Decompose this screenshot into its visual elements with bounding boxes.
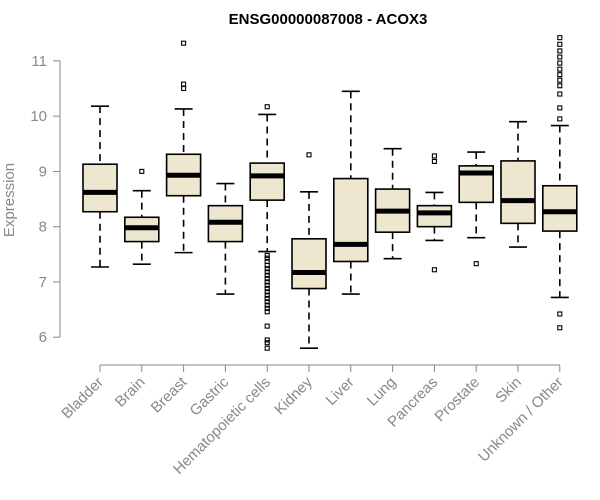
outlier-point xyxy=(431,153,437,159)
outlier-point xyxy=(264,272,270,278)
outlier-point xyxy=(264,340,270,346)
x-tick-label: Lung xyxy=(364,374,400,410)
outlier-point xyxy=(264,262,270,268)
iqr-box xyxy=(332,177,369,263)
outlier-point xyxy=(431,158,437,164)
y-axis: 6 7 8 9 10 11 xyxy=(30,53,61,346)
y-tick-label: 6 xyxy=(39,329,47,346)
iqr-box xyxy=(416,204,453,228)
outlier-point xyxy=(264,323,270,329)
x-tick-label: Bladder xyxy=(58,374,107,423)
outlier-point xyxy=(181,81,187,87)
iqr-box xyxy=(500,160,536,225)
iqr-box xyxy=(291,238,327,290)
x-tick-label: Breast xyxy=(148,373,191,416)
box-brain xyxy=(124,168,160,266)
boxes-group xyxy=(82,35,578,351)
y-tick-label: 9 xyxy=(39,163,47,180)
outlier-point xyxy=(557,54,563,60)
outlier-point xyxy=(139,168,145,174)
outlier-point xyxy=(264,337,270,343)
outlier-point xyxy=(557,41,563,47)
outlier-point xyxy=(557,311,563,317)
box-unknown-other xyxy=(541,35,578,331)
outlier-point xyxy=(557,325,563,331)
outlier-point xyxy=(557,105,563,111)
outlier-point xyxy=(557,77,563,83)
box-liver xyxy=(332,90,369,295)
y-tick-label: 7 xyxy=(39,274,47,291)
outlier-point xyxy=(557,91,563,97)
outlier-point xyxy=(473,261,479,267)
outlier-point xyxy=(306,152,312,158)
outlier-point xyxy=(557,60,563,66)
x-tick-label: Prostate xyxy=(431,374,483,426)
outlier-point xyxy=(264,286,270,292)
box-hematopoietic-cells xyxy=(249,104,285,351)
box-skin xyxy=(500,120,536,248)
outlier-point xyxy=(264,266,270,272)
outlier-point xyxy=(264,292,270,298)
y-tick-label: 11 xyxy=(31,53,47,70)
outlier-point xyxy=(181,40,187,46)
outlier-point xyxy=(264,345,270,351)
outlier-point xyxy=(557,48,563,54)
iqr-box xyxy=(541,184,578,232)
outlier-point xyxy=(264,282,270,288)
outlier-point xyxy=(264,309,270,315)
box-kidney xyxy=(291,152,327,350)
outlier-point xyxy=(557,72,563,78)
box-gastric xyxy=(207,182,244,295)
box-lung xyxy=(374,147,411,260)
outlier-point xyxy=(264,276,270,282)
outlier-point xyxy=(557,83,563,89)
outlier-point xyxy=(557,116,563,122)
outlier-point xyxy=(264,295,270,302)
y-axis-title: Expression xyxy=(1,163,18,237)
outlier-point xyxy=(264,269,270,275)
chart-title: ENSG00000087008 - ACOX3 xyxy=(229,11,428,28)
outlier-point xyxy=(264,255,270,261)
iqr-box xyxy=(82,163,118,213)
x-tick-label: Skin xyxy=(492,374,525,407)
outlier-point xyxy=(264,305,270,311)
outlier-point xyxy=(264,104,270,110)
outlier-point xyxy=(264,289,270,295)
outlier-point xyxy=(264,252,270,258)
outlier-point xyxy=(264,299,270,305)
x-tick-label: Brain xyxy=(112,374,149,411)
outlier-point xyxy=(557,66,563,72)
x-tick-label: Liver xyxy=(323,374,358,409)
y-tick-label: 8 xyxy=(39,219,47,236)
outlier-point xyxy=(557,35,563,41)
y-tick-label: 10 xyxy=(30,108,47,125)
outlier-point xyxy=(264,302,270,308)
outlier-point xyxy=(264,279,270,285)
box-prostate xyxy=(458,151,495,267)
box-bladder xyxy=(82,105,118,268)
x-tick-label: Kidney xyxy=(271,373,316,418)
outlier-point xyxy=(431,267,437,273)
iqr-box xyxy=(249,162,285,201)
box-pancreas xyxy=(416,153,453,273)
box-breast xyxy=(165,40,202,254)
outlier-point xyxy=(181,85,187,92)
